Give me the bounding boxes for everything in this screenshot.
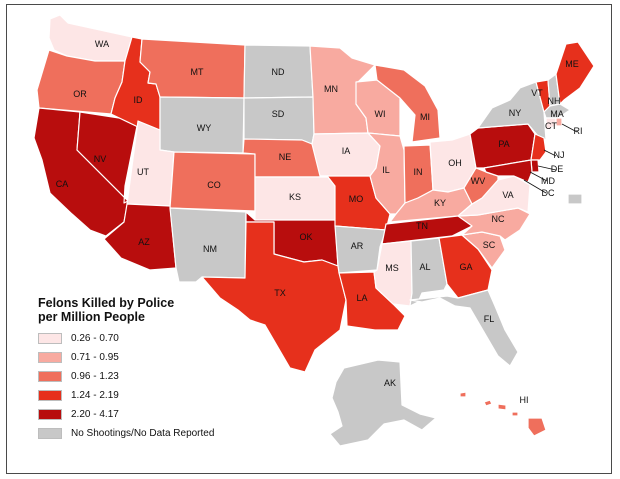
map-legend: Felons Killed by Police per Million Peop… — [38, 296, 238, 444]
state-label-ID: ID — [134, 95, 144, 105]
state-HI — [483, 399, 547, 437]
legend-item: 1.24 - 2.19 — [38, 387, 238, 404]
state-label-MN: MN — [324, 84, 338, 94]
state-HI-small — [459, 391, 467, 398]
state-label-NJ: NJ — [554, 150, 565, 160]
state-label-MS: MS — [385, 263, 399, 273]
state-label-SD: SD — [272, 109, 285, 119]
legend-label: 1.24 - 2.19 — [71, 390, 119, 401]
leader-DE — [537, 165, 557, 171]
state-label-WV: WV — [471, 176, 486, 186]
state-label-OH: OH — [448, 158, 462, 168]
state-label-KS: KS — [289, 192, 301, 202]
legend-item: No Shootings/No Data Reported — [38, 425, 238, 442]
legend-label: 0.26 - 0.70 — [71, 333, 119, 344]
state-label-PA: PA — [498, 139, 509, 149]
state-NJ — [530, 133, 547, 161]
state-label-NV: NV — [94, 154, 107, 164]
legend-label: 2.20 - 4.17 — [71, 409, 119, 420]
legend-item: 0.96 - 1.23 — [38, 368, 238, 385]
state-label-OR: OR — [73, 89, 87, 99]
state-SD — [243, 96, 315, 145]
state-label-CA: CA — [56, 179, 69, 189]
state-RI — [555, 117, 563, 127]
state-label-NM: NM — [203, 244, 217, 254]
legend-label: 0.96 - 1.23 — [71, 371, 119, 382]
state-label-RI: RI — [574, 126, 583, 136]
legend-title-line1: Felons Killed by Police — [38, 296, 175, 310]
state-label-KY: KY — [434, 198, 446, 208]
state-ME — [555, 41, 595, 105]
state-label-OK: OK — [299, 232, 312, 242]
state-label-MO: MO — [349, 194, 364, 204]
leader-RI — [561, 123, 578, 133]
state-label-HI: HI — [520, 395, 529, 405]
state-label-FL: FL — [484, 314, 495, 324]
state-MI — [374, 64, 441, 143]
state-label-ND: ND — [272, 67, 285, 77]
leader-NJ — [543, 149, 557, 157]
legend-item: 0.71 - 0.95 — [38, 349, 238, 366]
state-label-CO: CO — [207, 180, 221, 190]
state-label-NY: NY — [509, 108, 522, 118]
state-label-VA: VA — [502, 190, 513, 200]
legend-swatch — [38, 409, 62, 420]
state-DC — [567, 193, 583, 205]
leader-MD — [529, 171, 548, 182]
state-label-VT: VT — [531, 88, 543, 98]
state-label-NH: NH — [548, 96, 561, 106]
state-label-UT: UT — [137, 167, 149, 177]
state-label-LA: LA — [356, 293, 367, 303]
state-label-WA: WA — [95, 39, 109, 49]
state-label-DE: DE — [551, 164, 564, 174]
state-IL — [367, 132, 406, 215]
state-label-GA: GA — [459, 262, 472, 272]
legend-label: No Shootings/No Data Reported — [71, 428, 215, 439]
legend-label: 0.71 - 0.95 — [71, 352, 119, 363]
state-label-CT: CT — [545, 121, 557, 131]
legend-title: Felons Killed by Police per Million Peop… — [38, 296, 238, 324]
state-label-TN: TN — [416, 221, 428, 231]
state-label-MT: MT — [191, 67, 204, 77]
state-label-AZ: AZ — [138, 237, 150, 247]
legend-title-line2: per Million People — [38, 310, 145, 324]
state-AK — [329, 359, 437, 447]
state-label-WI: WI — [375, 109, 386, 119]
state-label-IA: IA — [342, 146, 351, 156]
legend-swatch — [38, 371, 62, 382]
state-label-DC: DC — [542, 188, 555, 198]
state-label-MA: MA — [550, 109, 564, 119]
state-KY — [389, 187, 473, 223]
legend-swatch — [38, 428, 62, 439]
state-label-MI: MI — [420, 112, 430, 122]
legend-swatch — [38, 390, 62, 401]
state-label-TX: TX — [274, 288, 286, 298]
legend-item: 2.20 - 4.17 — [38, 406, 238, 423]
state-label-NE: NE — [279, 152, 292, 162]
state-FL — [409, 289, 519, 367]
legend-swatch — [38, 333, 62, 344]
state-label-SC: SC — [483, 240, 496, 250]
state-label-AR: AR — [351, 241, 364, 251]
legend-item: 0.26 - 0.70 — [38, 330, 238, 347]
state-label-NC: NC — [492, 214, 505, 224]
state-label-IL: IL — [382, 165, 390, 175]
leader-DC — [523, 179, 547, 194]
state-label-IN: IN — [414, 167, 423, 177]
state-label-ME: ME — [565, 59, 579, 69]
state-TX — [201, 221, 347, 373]
state-label-AK: AK — [384, 378, 396, 388]
state-MD — [483, 159, 533, 183]
state-label-AL: AL — [419, 262, 430, 272]
state-WV — [463, 167, 499, 205]
state-label-WY: WY — [197, 123, 212, 133]
state-label-MD: MD — [541, 176, 555, 186]
legend-swatch — [38, 352, 62, 363]
